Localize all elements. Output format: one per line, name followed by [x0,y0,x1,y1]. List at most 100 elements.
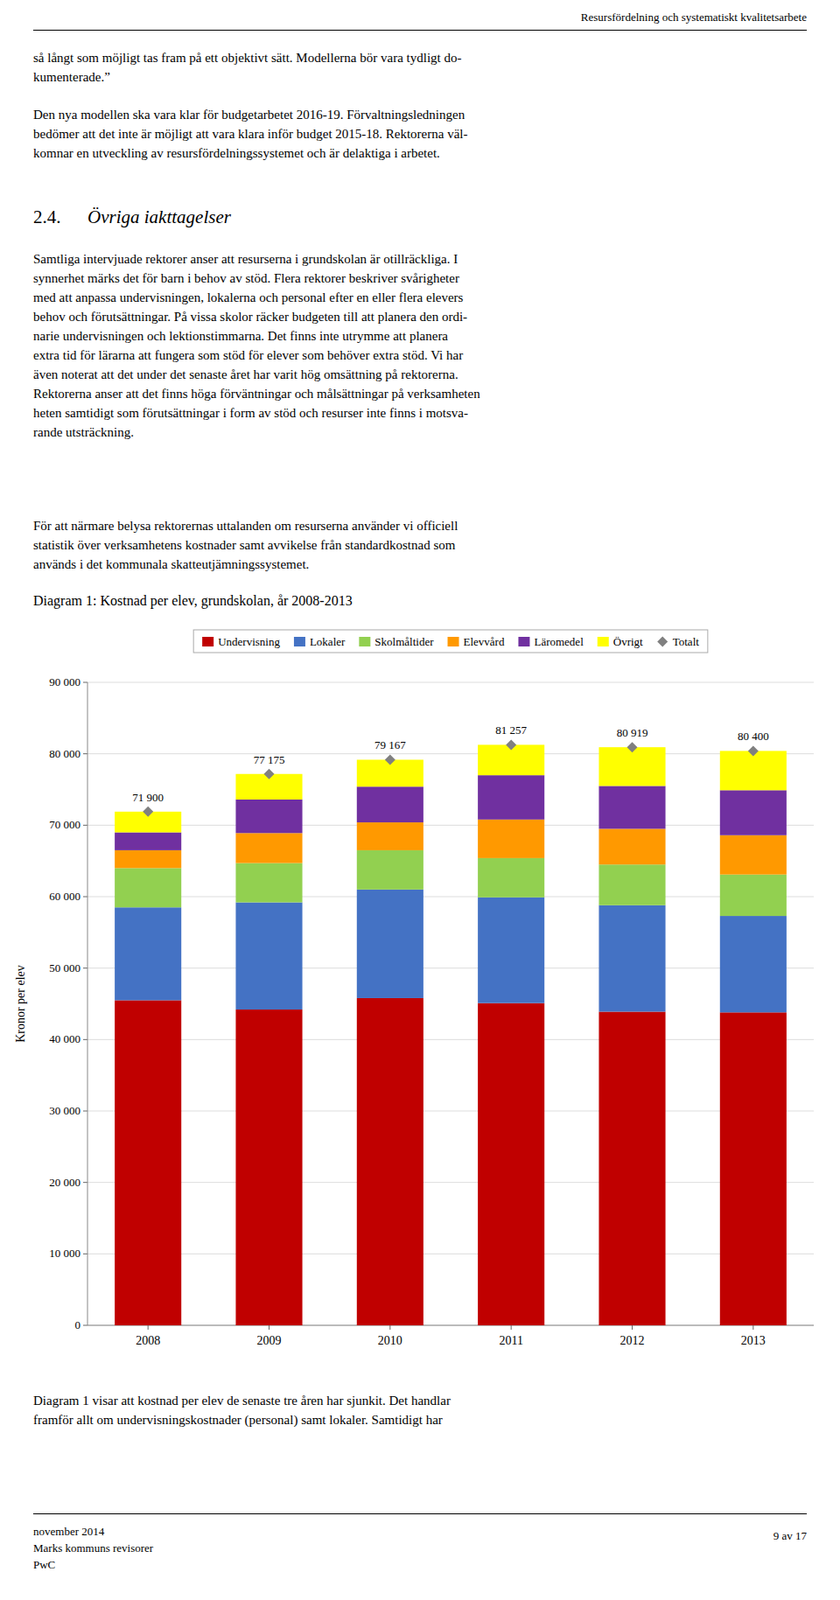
paragraph-line: Samtliga intervjuade rektorer anser att … [33,249,458,269]
header-rule [33,29,807,31]
grid-line [87,682,814,684]
legend-item: Övrigt [597,635,644,649]
marker [142,806,154,818]
legend-item: Skolmåltider [358,635,434,649]
bar [720,916,787,1013]
grid-line [87,1111,814,1113]
y-tick [83,1325,88,1327]
bar [477,858,545,898]
legend: Undervisning Lokaler Skolmåltider Elevvård L… [193,630,708,653]
x-tick [631,1325,633,1330]
bar-series [114,775,787,851]
bar [477,1003,545,1326]
y-tick-label: 10 000 [49,1246,81,1260]
x-tick-label: 2011 [498,1334,523,1348]
legend-frame [193,630,708,653]
paragraph-line: behov och förutsättningar. På vissa skol… [33,307,468,327]
x-tick [389,1325,391,1330]
bar [357,889,424,999]
marker [505,739,517,750]
y-tick-label: 70 000 [49,818,81,832]
y-tick-label: 90 000 [49,675,81,689]
y-tick [83,967,88,969]
bar-series [114,744,787,833]
bar [598,864,665,906]
legend-item: Undervisning [202,635,280,649]
legend-label: Läromedel [533,635,584,649]
legend-swatch [358,637,371,647]
y-tick [83,825,88,826]
marker [385,754,396,765]
chart-title: Diagram 1: Kostnad per elev, grundskolan… [33,593,353,609]
y-tick-label: 60 000 [49,889,81,903]
grid-line [87,825,814,826]
paragraph-line: så långt som möjligt tas fram på ett obj… [33,48,462,68]
bar [477,897,545,1004]
bar [114,1000,182,1326]
y-tick-label: 0 [75,1318,82,1332]
legend-label: Lokaler [309,635,346,649]
legend-item: Elevvård [448,635,505,649]
bar [114,833,182,851]
legend-swatch [597,637,609,647]
paragraph-line: kumenterade.” [33,67,111,87]
marks [114,739,787,1326]
section-title: Övriga iakttagelser [87,206,231,229]
x-tick [752,1325,754,1330]
bar [720,790,787,835]
x-tick-label: 2009 [257,1334,282,1348]
footer-text: PwC [33,1558,56,1573]
chart: 010 00020 00030 00040 00050 00060 00070 … [0,616,840,1379]
legend-item: Lokaler [294,635,346,649]
footer-text: november 2014 [33,1525,105,1540]
x-tick-label: 2010 [378,1334,403,1348]
bar [598,905,665,1013]
paragraph-line: heten samtidigt som förutsättningar i fo… [33,403,469,423]
legend-swatch [448,637,460,647]
paragraph-line: narie undervisningen och lektionstimmarn… [33,326,448,346]
bar [477,775,545,820]
paragraph-line: rande utsträckning. [33,422,134,442]
bar [114,907,182,1001]
paragraph-line: statistik över verksamhetens kostnader s… [33,535,455,555]
y-tick [83,753,88,755]
marker [748,745,759,756]
y-tick-label: 40 000 [49,1032,81,1046]
bar [235,903,302,1011]
legend-swatch [518,637,530,647]
grid-line [87,1039,814,1041]
bar [357,822,424,851]
legend-label: Undervisning [217,635,280,649]
page-header: Resursfördelning och systematiskt kvalit… [581,10,807,25]
bar [598,1011,665,1326]
x-tick-label: 2008 [135,1334,161,1348]
paragraph-line: med att anpassa undervisningen, lokalern… [33,287,463,308]
legend-swatch [202,637,214,647]
y-tick-label: 80 000 [49,747,81,761]
x-tick [268,1325,270,1330]
legend-item: Läromedel [518,635,584,649]
legend-label: Skolmåltider [374,635,434,649]
footer-text: Marks kommuns revisorer [33,1541,154,1556]
bar-series [114,819,787,875]
marker [264,769,275,780]
page-number: 9 av 17 [773,1529,807,1544]
data-label: 81 257 [495,723,527,737]
grid-line [87,1325,814,1327]
y-axis [87,682,89,1326]
y-tick [83,1182,88,1183]
data-label: 80 919 [616,726,649,740]
paragraph-line: Den nya modellen ska vara klar för budge… [33,105,465,125]
bar [598,785,665,829]
bar [357,998,424,1326]
bar [720,750,787,791]
bar [357,850,424,890]
paragraph-line: Rektorerna anser att det finns höga förv… [33,384,481,404]
y-tick [83,682,88,684]
paragraph-line: används i det kommunala skatteutjämnings… [33,554,309,574]
y-tick-label: 30 000 [49,1104,81,1118]
grid-line [87,1182,814,1183]
bar [235,833,302,863]
paragraph-line: Diagram 1 visar att kostnad per elev de … [33,1391,451,1411]
bar [720,835,787,875]
